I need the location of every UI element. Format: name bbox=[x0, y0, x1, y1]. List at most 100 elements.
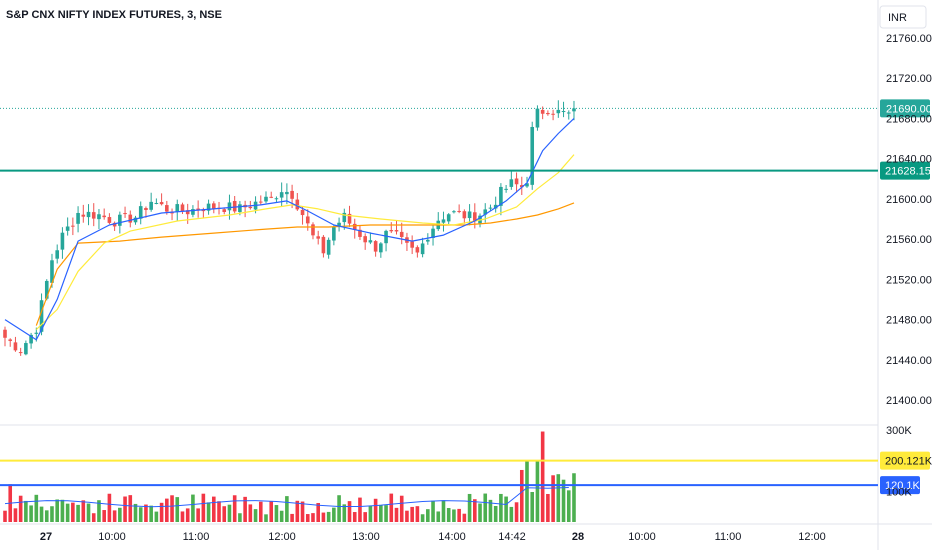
candle-body bbox=[347, 213, 352, 224]
price-tick-label: 21640.00 bbox=[886, 154, 932, 166]
volume-bar bbox=[295, 500, 300, 522]
volume-bar bbox=[483, 493, 488, 522]
volume-bar bbox=[238, 513, 242, 522]
candle-body bbox=[285, 191, 289, 195]
volume-level-high-badge[interactable] bbox=[880, 451, 930, 470]
candle-body bbox=[394, 230, 399, 232]
volume-bar bbox=[279, 510, 284, 522]
chart-title: S&P CNX NIFTY INDEX FUTURES, 3, NSE bbox=[6, 9, 222, 21]
volume-bar bbox=[118, 507, 122, 522]
volume-bar bbox=[384, 505, 388, 522]
candle-body bbox=[133, 217, 138, 223]
candle-body bbox=[389, 230, 394, 232]
volume-bar bbox=[55, 499, 59, 522]
volume-bar bbox=[426, 509, 430, 522]
candle-body bbox=[144, 208, 148, 211]
volume-level-low-badge[interactable] bbox=[880, 476, 920, 495]
currency-box[interactable] bbox=[879, 5, 927, 29]
candle-body bbox=[269, 196, 274, 198]
candle-body bbox=[316, 236, 320, 239]
candle-body bbox=[81, 214, 86, 217]
support-badge[interactable] bbox=[880, 161, 930, 180]
time-axis[interactable]: 27 10:00 11:00 12:00 13:00 14:00 14:42 28 10:00 1… bbox=[40, 531, 826, 543]
volume-bar bbox=[561, 479, 566, 522]
price-tick-label: 21440.00 bbox=[886, 355, 932, 367]
candle-body bbox=[264, 196, 268, 202]
candle-body bbox=[138, 206, 143, 219]
volume-bar bbox=[519, 469, 524, 522]
candle-body bbox=[540, 109, 545, 114]
volume-bar bbox=[227, 504, 232, 522]
volume-bar bbox=[107, 493, 112, 522]
candle-body bbox=[467, 211, 472, 219]
candle-body bbox=[368, 240, 373, 243]
time-tick-label: 27 bbox=[40, 531, 52, 543]
candle-body bbox=[410, 241, 414, 248]
volume-bar bbox=[71, 502, 75, 522]
volume-bar bbox=[431, 500, 435, 522]
candle-body bbox=[274, 198, 279, 200]
candle-body bbox=[112, 222, 117, 227]
ema-mid-line bbox=[35, 154, 575, 331]
candle-body bbox=[13, 342, 18, 351]
volume-bar bbox=[332, 507, 336, 522]
candle-body bbox=[358, 229, 362, 237]
candle-body bbox=[566, 112, 571, 114]
price-tick-label: 21720.00 bbox=[886, 73, 932, 85]
volume-bar bbox=[373, 498, 378, 522]
volume-bar bbox=[540, 431, 545, 522]
candle-body bbox=[165, 205, 169, 212]
support-label: 21628.15 bbox=[885, 166, 931, 178]
candle-body bbox=[483, 209, 488, 215]
volume-bar bbox=[566, 490, 571, 522]
volume-level-high-label: 200.121K bbox=[885, 456, 932, 468]
candles bbox=[3, 100, 576, 356]
last-price-badge[interactable] bbox=[880, 99, 930, 118]
volume-bar bbox=[165, 498, 169, 522]
volume-bar bbox=[452, 509, 456, 522]
currency-label[interactable]: INR bbox=[888, 12, 907, 24]
candle-body bbox=[71, 225, 75, 227]
volume-bar bbox=[436, 511, 441, 522]
volume-bar bbox=[102, 510, 106, 522]
candle-body bbox=[248, 206, 253, 209]
volume-bar bbox=[253, 509, 258, 522]
volume-bar bbox=[535, 460, 540, 522]
price-tick-label: 21560.00 bbox=[886, 234, 932, 246]
candle-body bbox=[107, 217, 112, 223]
volume-bar bbox=[446, 508, 451, 522]
candle-body bbox=[180, 204, 185, 212]
candle-body bbox=[50, 260, 54, 283]
candle-body bbox=[232, 200, 237, 212]
volume-bar bbox=[379, 504, 383, 522]
volume-bar bbox=[222, 506, 227, 522]
candle-body bbox=[279, 192, 284, 198]
candle-body bbox=[97, 214, 101, 220]
candle-body bbox=[258, 201, 263, 203]
candle-body bbox=[76, 212, 80, 224]
candle-body bbox=[201, 209, 206, 212]
volume-bar bbox=[149, 505, 153, 522]
candle-body bbox=[493, 204, 498, 209]
candle-body bbox=[300, 209, 305, 216]
volume-bar bbox=[347, 501, 352, 522]
price-tick-label: 21520.00 bbox=[886, 274, 932, 286]
candle-body bbox=[504, 188, 508, 190]
time-tick-label: 11:00 bbox=[183, 531, 210, 543]
volume-bar bbox=[504, 496, 508, 522]
candle-body bbox=[8, 339, 13, 341]
candle-body bbox=[379, 243, 383, 253]
level-lines[interactable]: 21690.00 21628.15 200.121K 120.1K bbox=[0, 99, 932, 495]
candle-body bbox=[149, 201, 153, 210]
volume-bar bbox=[185, 508, 190, 522]
volume-bar bbox=[133, 503, 138, 522]
price-axis[interactable]: 21760.00 21720.00 21680.00 21640.00 21600.00… bbox=[879, 5, 932, 498]
candle-body bbox=[311, 224, 315, 236]
candle-body bbox=[305, 216, 310, 224]
candle-body bbox=[3, 329, 7, 338]
volume-bar bbox=[316, 502, 320, 522]
candle-body bbox=[39, 300, 44, 332]
volume-bar bbox=[509, 506, 514, 522]
volume-bar bbox=[420, 514, 425, 522]
